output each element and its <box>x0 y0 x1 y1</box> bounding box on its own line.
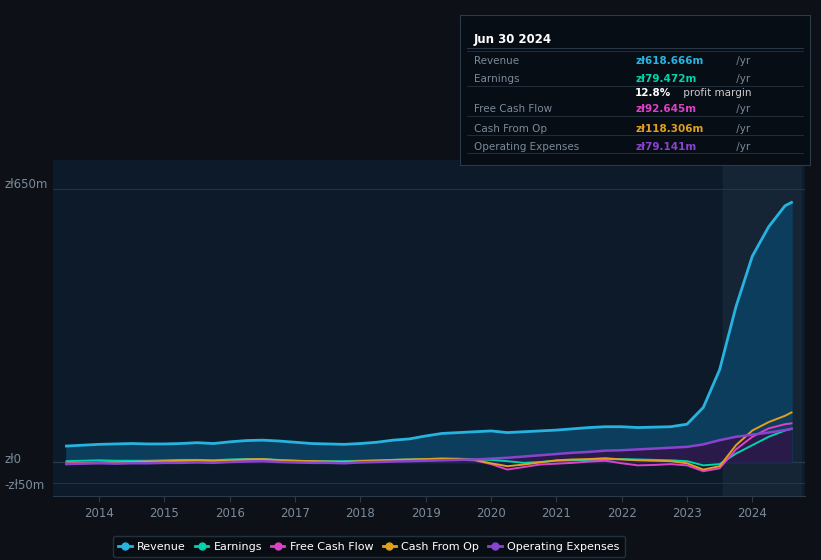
Text: zł118.306m: zł118.306m <box>635 124 704 134</box>
Text: Jun 30 2024: Jun 30 2024 <box>474 33 553 46</box>
Text: profit margin: profit margin <box>681 88 752 98</box>
Text: /yr: /yr <box>733 142 750 152</box>
Text: Cash From Op: Cash From Op <box>474 124 547 134</box>
Text: Free Cash Flow: Free Cash Flow <box>474 105 553 114</box>
Text: /yr: /yr <box>733 105 750 114</box>
Bar <box>723 160 801 496</box>
Text: zł618.666m: zł618.666m <box>635 57 704 67</box>
Legend: Revenue, Earnings, Free Cash Flow, Cash From Op, Operating Expenses: Revenue, Earnings, Free Cash Flow, Cash … <box>112 536 625 557</box>
Text: Operating Expenses: Operating Expenses <box>474 142 580 152</box>
Text: zł650m: zł650m <box>4 178 48 192</box>
Text: zł79.141m: zł79.141m <box>635 142 696 152</box>
Text: zł79.472m: zł79.472m <box>635 74 696 85</box>
Text: zł92.645m: zł92.645m <box>635 105 696 114</box>
Text: /yr: /yr <box>733 57 750 67</box>
Text: zł0: zł0 <box>4 454 21 466</box>
Text: 12.8%: 12.8% <box>635 88 672 98</box>
Text: Earnings: Earnings <box>474 74 520 85</box>
Text: Revenue: Revenue <box>474 57 519 67</box>
Text: -zł50m: -zł50m <box>4 479 44 492</box>
Text: /yr: /yr <box>733 74 750 85</box>
Text: /yr: /yr <box>733 124 750 134</box>
